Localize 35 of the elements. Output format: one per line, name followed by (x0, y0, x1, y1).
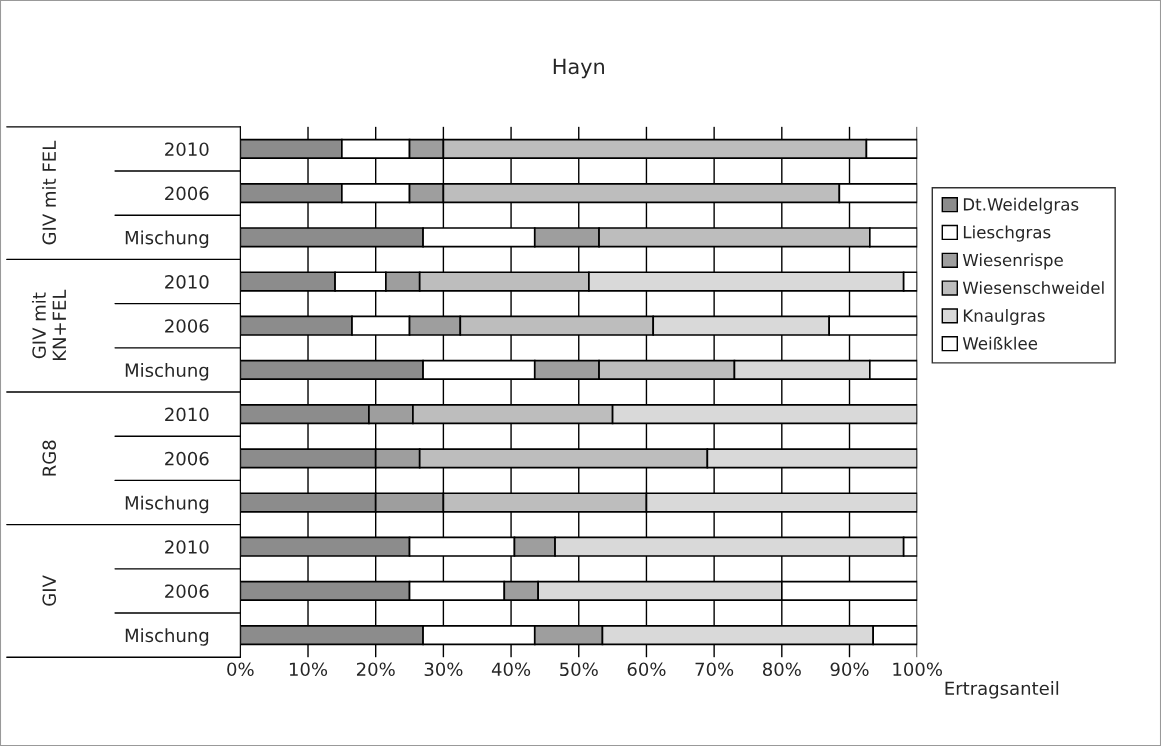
x-tick-label: 0% (227, 662, 254, 677)
y-tick-label: Mischung (125, 230, 209, 248)
y-tick-label: 2010 (165, 274, 209, 289)
y-tick-label: Mischung (125, 363, 209, 381)
x-tick-label: 80% (762, 662, 801, 677)
x-tick-label: 100% (893, 662, 942, 677)
x-tick-label: 40% (491, 662, 531, 677)
legend-label: Wiesenrispe (962, 253, 1063, 270)
x-axis-title: Ertragsanteil (945, 681, 1059, 699)
legend-label: Dt.Weidelgras (963, 197, 1079, 214)
chart-title: Hayn (553, 58, 604, 79)
legend-label: Lieschgras (963, 225, 1051, 242)
x-tick-label: 10% (289, 662, 328, 677)
legend-label: Weißklee (962, 336, 1038, 350)
legend-label: Wiesenschweidel (962, 281, 1104, 295)
legend-label: Knaulgras (963, 308, 1045, 326)
y-tick-label: Mischung (125, 628, 209, 646)
text: GIV mit FEL (42, 140, 57, 245)
x-tick-label: 70% (695, 662, 734, 677)
y-tick-label: 2010 (165, 407, 209, 422)
x-tick-label: 20% (356, 662, 395, 677)
y-tick-label: 2006 (165, 319, 209, 333)
y-tick-label: 2006 (165, 186, 209, 201)
y-tick-label: 2010 (165, 540, 209, 554)
text: RG8 (42, 440, 57, 476)
y-tick-label: 2010 (165, 142, 209, 157)
text: GIV (42, 575, 57, 606)
x-tick-label: 60% (627, 662, 666, 677)
x-tick-label: 50% (560, 662, 598, 677)
y-tick-label: 2006 (165, 584, 209, 599)
text: GIV mit KN+FEL (31, 289, 66, 361)
y-tick-label: 2006 (165, 451, 209, 466)
x-tick-label: 90% (830, 662, 869, 677)
y-tick-label: Mischung (125, 495, 209, 514)
x-tick-label: 30% (424, 662, 463, 677)
